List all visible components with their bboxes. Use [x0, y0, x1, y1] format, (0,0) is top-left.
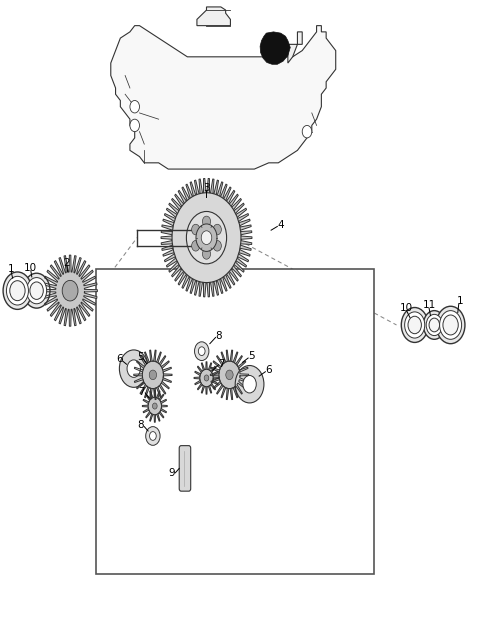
Circle shape: [172, 192, 241, 282]
Circle shape: [203, 249, 211, 259]
Circle shape: [146, 427, 160, 446]
Circle shape: [213, 224, 221, 235]
Text: 1: 1: [8, 264, 14, 274]
Circle shape: [401, 308, 428, 342]
Circle shape: [213, 241, 221, 251]
Circle shape: [10, 281, 25, 301]
FancyBboxPatch shape: [179, 446, 191, 491]
Circle shape: [440, 311, 462, 339]
Polygon shape: [197, 7, 230, 26]
Text: 11: 11: [422, 300, 436, 310]
Circle shape: [148, 398, 161, 415]
Circle shape: [235, 366, 264, 403]
Circle shape: [62, 281, 78, 301]
Circle shape: [201, 231, 212, 244]
Text: 5: 5: [248, 351, 255, 361]
Circle shape: [219, 361, 240, 389]
Circle shape: [23, 273, 50, 308]
Circle shape: [196, 224, 217, 251]
Circle shape: [127, 360, 141, 378]
Circle shape: [130, 101, 140, 113]
Circle shape: [443, 315, 458, 335]
Text: 2: 2: [63, 258, 70, 268]
Text: 7: 7: [218, 359, 225, 369]
Circle shape: [150, 432, 156, 441]
Polygon shape: [111, 26, 336, 169]
Text: 3: 3: [203, 182, 210, 192]
Circle shape: [429, 318, 440, 332]
Circle shape: [6, 276, 28, 305]
Polygon shape: [143, 390, 167, 422]
Polygon shape: [194, 362, 219, 394]
Text: 10: 10: [24, 262, 37, 272]
Text: 6: 6: [265, 365, 272, 375]
Circle shape: [130, 119, 140, 132]
Polygon shape: [260, 32, 290, 64]
Circle shape: [3, 272, 32, 309]
Circle shape: [302, 126, 312, 138]
Circle shape: [203, 216, 211, 227]
Polygon shape: [134, 350, 172, 399]
Text: 1: 1: [457, 296, 464, 306]
Circle shape: [204, 375, 209, 381]
Polygon shape: [43, 255, 97, 326]
Circle shape: [153, 403, 157, 409]
Text: 5: 5: [137, 352, 144, 362]
Circle shape: [149, 370, 156, 379]
Text: 8: 8: [215, 331, 222, 341]
Polygon shape: [210, 350, 249, 399]
Circle shape: [405, 312, 425, 338]
Text: 8: 8: [138, 420, 144, 430]
Circle shape: [26, 278, 47, 304]
Polygon shape: [288, 32, 302, 63]
Text: 10: 10: [400, 302, 413, 312]
Circle shape: [200, 369, 213, 387]
Bar: [96, 269, 374, 574]
Text: 9: 9: [169, 468, 175, 478]
Circle shape: [408, 316, 421, 334]
Circle shape: [426, 314, 443, 336]
Text: 7: 7: [139, 387, 145, 397]
Text: 4: 4: [277, 220, 284, 230]
Circle shape: [192, 241, 200, 251]
Circle shape: [436, 306, 465, 344]
Text: 6: 6: [116, 354, 123, 364]
Circle shape: [198, 347, 205, 356]
Circle shape: [30, 282, 43, 299]
Circle shape: [226, 370, 233, 379]
Circle shape: [243, 376, 256, 393]
Circle shape: [143, 361, 163, 389]
Circle shape: [186, 211, 227, 264]
Circle shape: [423, 311, 445, 339]
Circle shape: [120, 350, 148, 388]
Polygon shape: [161, 179, 252, 297]
Circle shape: [192, 224, 200, 235]
Circle shape: [194, 342, 209, 361]
